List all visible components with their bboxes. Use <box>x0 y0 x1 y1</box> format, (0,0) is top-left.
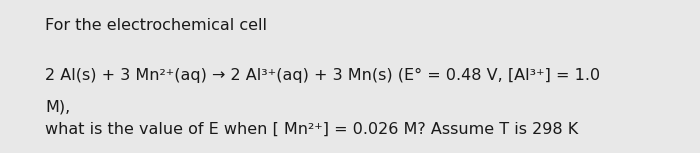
Text: M),: M), <box>45 100 70 115</box>
Text: For the electrochemical cell: For the electrochemical cell <box>45 18 267 33</box>
Text: 2 Al(s) + 3 Mn²⁺(aq) → 2 Al³⁺(aq) + 3 Mn(s) (E° = 0.48 V, [Al³⁺] = 1.0: 2 Al(s) + 3 Mn²⁺(aq) → 2 Al³⁺(aq) + 3 Mn… <box>45 68 600 83</box>
Text: what is the value of E when [ Mn²⁺] = 0.026 M? Assume T is 298 K: what is the value of E when [ Mn²⁺] = 0.… <box>45 122 578 137</box>
